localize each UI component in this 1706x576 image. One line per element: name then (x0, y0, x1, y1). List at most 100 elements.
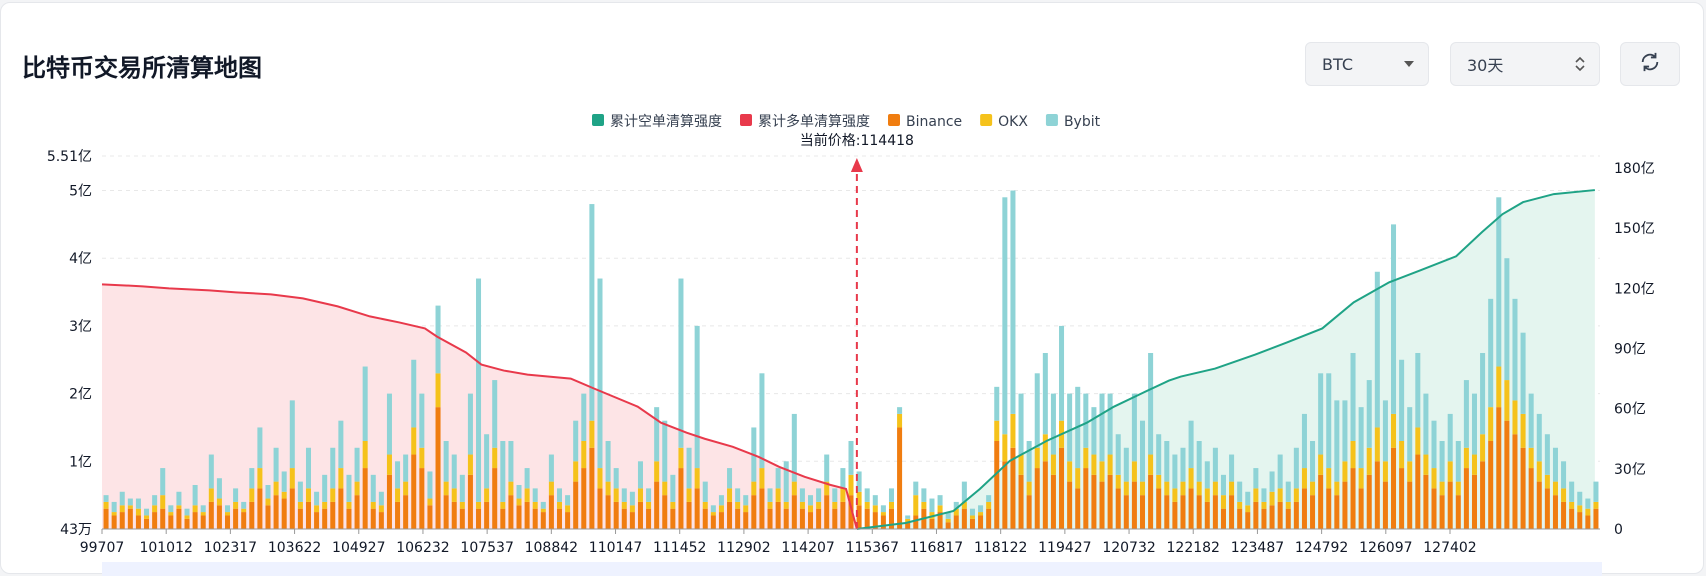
y-axis-left: 5.51亿 5亿 4亿 3亿 2亿 1亿 43万 (47, 149, 92, 538)
bar-okx (848, 474, 854, 496)
bar-okx (1091, 454, 1097, 475)
bar-binance (419, 468, 425, 529)
bar-bybit (476, 278, 482, 502)
bar-okx (1342, 461, 1348, 482)
bar-binance (872, 512, 878, 529)
bar-binance (524, 501, 530, 529)
bar-binance (694, 488, 700, 529)
bar-okx (192, 505, 198, 513)
bar-okx (694, 468, 700, 489)
refresh-button[interactable] (1620, 42, 1680, 86)
bar-okx (1318, 454, 1324, 475)
bar-binance (500, 508, 506, 529)
bar-binance (216, 505, 222, 529)
bar-okx (338, 468, 344, 489)
bar-binance (654, 481, 660, 529)
bar-binance (289, 488, 295, 529)
bar-binance (200, 515, 206, 529)
bar-okx (289, 468, 295, 489)
bar-okx (1439, 481, 1445, 496)
bar-okx (1018, 454, 1024, 475)
bar-bybit (848, 440, 854, 475)
bar-binance (1083, 468, 1089, 529)
bar-binance (621, 508, 627, 529)
bar-binance (548, 495, 554, 529)
bar-okx (856, 491, 862, 506)
bar-okx (1261, 501, 1267, 509)
x-tick-label: 102317 (204, 540, 257, 556)
bar-okx (1431, 468, 1437, 489)
bar-binance (1050, 474, 1056, 529)
range-slider-track[interactable] (102, 562, 1602, 576)
bar-binance (1536, 481, 1542, 529)
bar-bybit (500, 440, 506, 502)
bar-bybit (945, 512, 951, 519)
bar-binance (1245, 512, 1251, 529)
bar-bybit (322, 474, 328, 502)
bar-binance (103, 508, 109, 529)
bar-okx (1269, 491, 1275, 506)
bar-bybit (597, 278, 603, 469)
bar-okx (524, 488, 530, 502)
bar-okx (1083, 447, 1089, 469)
x-tick-label: 103622 (268, 540, 321, 556)
x-tick-label: 114207 (781, 540, 834, 556)
bar-binance (192, 512, 198, 529)
bar-binance (565, 512, 571, 529)
bar-binance (605, 495, 611, 529)
bar-bybit (1439, 440, 1445, 482)
bar-bybit (1382, 400, 1388, 462)
bar-binance (832, 508, 838, 529)
bar-bybit (1415, 352, 1421, 428)
bar-binance (1180, 495, 1186, 529)
bar-bybit (1018, 393, 1024, 455)
asset-select-value: BTC (1322, 54, 1353, 74)
bar-binance (1496, 407, 1502, 529)
bar-okx (176, 505, 182, 509)
bar-binance (556, 508, 563, 529)
refresh-icon (1639, 51, 1661, 78)
bar-bybit (1334, 400, 1340, 482)
bar-bybit (621, 488, 627, 502)
range-select[interactable]: 30天 (1450, 42, 1600, 86)
bar-binance (1059, 447, 1065, 529)
bar-bybit (994, 386, 1000, 421)
bar-binance (1188, 488, 1194, 529)
bar-okx (1010, 413, 1016, 448)
bar-okx (702, 501, 708, 509)
current-price-marker (850, 158, 863, 529)
bar-binance (273, 495, 279, 529)
bar-binance (613, 501, 619, 529)
bar-bybit (1204, 461, 1210, 489)
bar-bybit (799, 488, 805, 502)
bar-binance (1139, 495, 1146, 529)
bar-okx (1180, 481, 1186, 496)
asset-select[interactable]: BTC (1305, 42, 1429, 86)
bar-okx (1496, 366, 1502, 408)
bar-bybit (184, 508, 190, 516)
bar-okx (144, 515, 150, 519)
bar-okx (1366, 447, 1372, 475)
bar-bybit (1593, 481, 1599, 502)
bar-bybit (1091, 407, 1097, 455)
bar-binance (1075, 488, 1081, 529)
bar-okx (799, 501, 805, 509)
bar-bybit (654, 407, 660, 462)
bar-bybit (1366, 380, 1372, 448)
bar-okx (1229, 481, 1235, 496)
bar-binance (1002, 461, 1008, 529)
bar-binance (1034, 468, 1040, 529)
bar-bybit (1358, 407, 1364, 469)
bar-binance (1148, 474, 1154, 529)
bar-okx (386, 454, 392, 475)
bar-okx (241, 508, 247, 513)
bar-bybit (200, 505, 206, 513)
bar-binance (184, 518, 190, 529)
bar-bybit (613, 468, 619, 489)
bar-okx (281, 491, 287, 499)
bar-bybit (370, 474, 376, 502)
bar-okx (1204, 488, 1210, 502)
bar-bybit (1139, 420, 1146, 482)
bar-bybit (1326, 373, 1332, 469)
bar-binance (702, 508, 708, 529)
